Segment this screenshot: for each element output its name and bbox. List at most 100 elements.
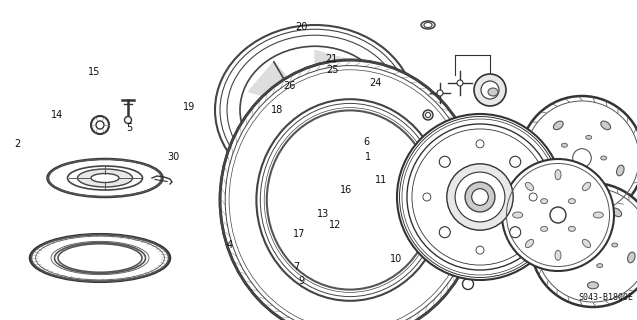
Ellipse shape	[68, 166, 143, 190]
Ellipse shape	[612, 243, 618, 247]
Circle shape	[510, 156, 520, 167]
Circle shape	[481, 81, 499, 99]
Ellipse shape	[568, 199, 575, 204]
Text: 24: 24	[369, 77, 382, 88]
Text: 11: 11	[375, 175, 387, 185]
Ellipse shape	[593, 212, 603, 218]
Ellipse shape	[576, 195, 587, 202]
Ellipse shape	[585, 135, 592, 140]
Ellipse shape	[58, 244, 142, 272]
Circle shape	[512, 216, 520, 224]
Ellipse shape	[573, 230, 578, 234]
Circle shape	[465, 182, 495, 212]
Polygon shape	[248, 115, 307, 158]
Ellipse shape	[573, 256, 578, 260]
Ellipse shape	[541, 199, 548, 204]
Circle shape	[457, 80, 463, 86]
Circle shape	[462, 278, 473, 290]
Ellipse shape	[597, 264, 603, 268]
Ellipse shape	[48, 159, 162, 197]
Ellipse shape	[601, 121, 611, 130]
Ellipse shape	[554, 121, 563, 130]
Text: 14: 14	[51, 110, 63, 120]
Ellipse shape	[513, 212, 523, 218]
Circle shape	[550, 207, 566, 223]
Circle shape	[91, 116, 109, 134]
Text: 17: 17	[293, 228, 305, 239]
Text: 20: 20	[295, 22, 307, 32]
Ellipse shape	[541, 226, 548, 231]
Ellipse shape	[561, 143, 568, 147]
Ellipse shape	[597, 222, 603, 226]
Text: 16: 16	[340, 185, 352, 196]
Polygon shape	[325, 92, 382, 128]
Ellipse shape	[30, 234, 170, 282]
Ellipse shape	[306, 102, 324, 118]
Circle shape	[500, 208, 508, 216]
Ellipse shape	[582, 239, 590, 248]
Circle shape	[455, 233, 465, 243]
Circle shape	[453, 260, 467, 274]
Circle shape	[440, 156, 450, 167]
Text: 12: 12	[329, 220, 341, 230]
Text: 4: 4	[226, 240, 233, 250]
Text: 30: 30	[168, 152, 180, 162]
Text: 2: 2	[14, 139, 20, 149]
Ellipse shape	[627, 252, 635, 263]
Circle shape	[426, 113, 431, 117]
Circle shape	[502, 210, 506, 214]
Ellipse shape	[267, 110, 433, 290]
Circle shape	[476, 140, 484, 148]
Ellipse shape	[299, 96, 331, 124]
Circle shape	[124, 116, 131, 124]
Circle shape	[514, 218, 518, 222]
Ellipse shape	[585, 177, 592, 180]
Text: 19: 19	[183, 102, 195, 112]
Ellipse shape	[240, 46, 390, 174]
Ellipse shape	[555, 250, 561, 260]
Polygon shape	[315, 118, 356, 170]
Ellipse shape	[564, 208, 574, 217]
Circle shape	[529, 193, 537, 201]
Text: 15: 15	[88, 67, 100, 77]
Text: 26: 26	[283, 81, 295, 92]
Polygon shape	[315, 51, 356, 102]
Ellipse shape	[587, 282, 599, 289]
Text: 1: 1	[365, 152, 371, 162]
Ellipse shape	[568, 226, 575, 231]
Text: 18: 18	[271, 105, 283, 116]
Circle shape	[482, 140, 492, 150]
Ellipse shape	[561, 169, 568, 173]
Circle shape	[423, 110, 433, 120]
Text: 21: 21	[325, 54, 337, 64]
Circle shape	[437, 90, 443, 96]
Circle shape	[531, 183, 637, 307]
Ellipse shape	[582, 182, 590, 191]
Text: 25: 25	[326, 65, 339, 76]
Text: 7: 7	[293, 262, 299, 272]
Ellipse shape	[551, 252, 559, 263]
Ellipse shape	[526, 182, 534, 191]
Circle shape	[447, 164, 513, 230]
Circle shape	[397, 114, 563, 280]
Ellipse shape	[612, 208, 622, 217]
Text: 13: 13	[317, 209, 329, 219]
Circle shape	[520, 96, 637, 220]
Text: S043-B1800E: S043-B1800E	[579, 293, 634, 302]
Ellipse shape	[540, 165, 547, 176]
Text: 10: 10	[390, 253, 402, 264]
Ellipse shape	[78, 169, 132, 187]
Circle shape	[583, 236, 603, 254]
Ellipse shape	[91, 173, 119, 182]
Circle shape	[476, 246, 484, 254]
Circle shape	[573, 149, 591, 167]
Circle shape	[455, 172, 505, 222]
Ellipse shape	[220, 60, 480, 320]
Circle shape	[510, 227, 520, 238]
Circle shape	[472, 189, 489, 205]
Circle shape	[474, 74, 506, 106]
Circle shape	[457, 263, 464, 270]
Ellipse shape	[601, 156, 606, 160]
Text: 6: 6	[363, 137, 369, 148]
Ellipse shape	[526, 239, 534, 248]
